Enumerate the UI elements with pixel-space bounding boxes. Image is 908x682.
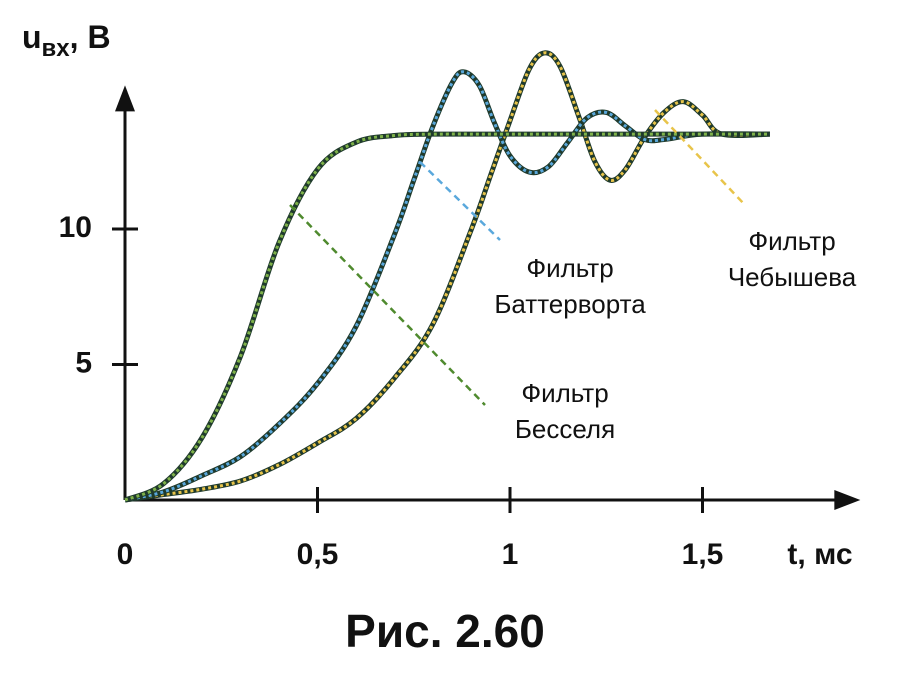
- x-tick-label: 1,5: [682, 538, 724, 571]
- y-label-main: u: [22, 19, 42, 55]
- caption: Рис. 2.60: [345, 605, 545, 657]
- annotation: Бесселя: [515, 414, 615, 444]
- leader-line: [654, 109, 746, 206]
- annotation: Фильтр: [526, 253, 613, 283]
- series-line-base: [124, 131, 770, 503]
- series-line: [124, 70, 770, 502]
- annotation: Фильтр: [748, 226, 835, 256]
- annotation: Баттерворта: [494, 289, 646, 319]
- series-line: [124, 51, 770, 502]
- x-tick-label: 0: [117, 538, 134, 571]
- leader-line: [419, 161, 501, 241]
- y-axis-arrow: [115, 85, 135, 112]
- y-label-unit: , В: [70, 19, 111, 55]
- x-axis-arrow: [834, 490, 861, 510]
- y-label-sub: вх: [42, 35, 71, 62]
- x-axis-label: t, мс: [787, 538, 852, 571]
- annotation: Фильтр: [521, 378, 608, 408]
- y-axis-label: uвх, В: [22, 19, 111, 62]
- leader-line: [289, 204, 486, 406]
- x-tick-label: 1: [502, 538, 519, 571]
- series-line-base: [124, 50, 770, 503]
- x-tick-label: 0,5: [297, 538, 339, 571]
- y-tick-label: 10: [59, 211, 92, 244]
- y-tick-label: 5: [75, 346, 92, 379]
- annotation: Чебышева: [728, 262, 857, 292]
